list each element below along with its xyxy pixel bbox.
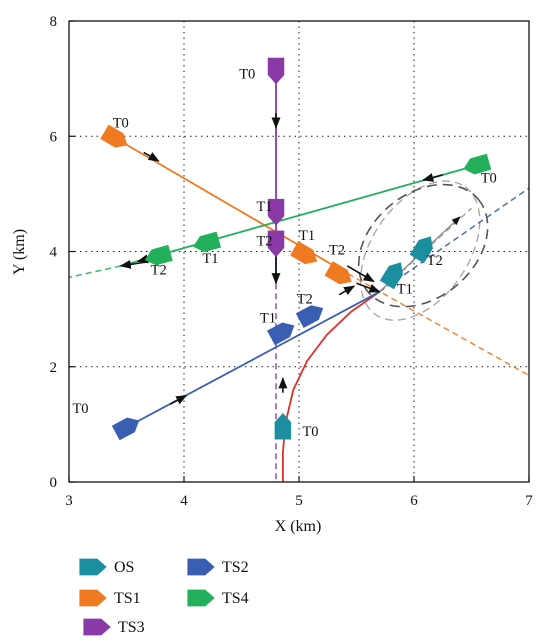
- ts3-marker-t2: [267, 230, 285, 258]
- legend-label-ts4: TS4: [222, 590, 249, 607]
- y-tick-label: 0: [50, 475, 58, 491]
- y-tick-label: 6: [50, 129, 58, 145]
- legend-label-ts2: TS2: [222, 559, 249, 576]
- ts1-marker-t1: [290, 241, 318, 265]
- ts3-marker-t1: [267, 198, 285, 226]
- legend-marker-ts4: [187, 589, 215, 607]
- ship-markers: [100, 57, 492, 441]
- legend-marker-os: [79, 558, 107, 576]
- y-tick-label: 8: [50, 14, 58, 30]
- legend-marker-ts3: [83, 618, 111, 636]
- ts4-projected-line: [68, 265, 121, 279]
- ts2-projected-line: [379, 187, 530, 293]
- tick-labels: 3 4 5 6 7 0 2 4 6 8: [50, 14, 534, 509]
- time-label-t2: T2: [297, 291, 313, 307]
- motion-arrow: [422, 173, 443, 182]
- time-label-t0: T0: [239, 67, 255, 83]
- y-axis-label: Y (km): [11, 229, 28, 275]
- ts1-marker-t2: [324, 261, 352, 285]
- os-marker-t0: [274, 412, 292, 440]
- time-annotations: T0 T0 T0 T0 T0 T1 T2 T1 T2 T1 T2 T1 T2 T1 T2: [72, 67, 496, 440]
- motion-arrow: [119, 259, 148, 269]
- motion-arrow: [338, 285, 356, 296]
- time-label-t2: T2: [256, 234, 272, 250]
- time-label-t0: T0: [113, 116, 129, 132]
- time-label-t0: T0: [302, 424, 318, 440]
- time-label-t1: T1: [397, 282, 413, 298]
- time-label-t1: T1: [256, 199, 272, 215]
- legend-marker-ts1: [79, 589, 107, 607]
- ts3-marker-t0: [267, 57, 285, 85]
- ts4-marker-t2: [144, 244, 173, 266]
- ts1-marker-t0: [100, 124, 128, 148]
- os-marker-t1: [379, 262, 403, 290]
- axes: [68, 20, 530, 483]
- x-tick-label: 3: [65, 493, 73, 509]
- legend-label-ts3: TS3: [118, 619, 145, 636]
- motion-arrow: [346, 265, 375, 283]
- ts2-marker-t2: [295, 305, 324, 328]
- time-label-t1: T1: [202, 251, 218, 267]
- x-tick-label: 6: [410, 493, 418, 509]
- x-tick-label: 4: [180, 493, 188, 509]
- legend: OS TS1 TS3 TS2 TS4: [79, 558, 249, 636]
- time-label-t1: T1: [299, 228, 315, 244]
- time-label-t2: T2: [151, 263, 167, 279]
- legend-label-ts1: TS1: [114, 590, 141, 607]
- motion-arrow: [356, 282, 381, 293]
- y-tick-label: 4: [50, 245, 58, 261]
- x-tick-label: 5: [295, 493, 303, 509]
- motion-arrow: [169, 394, 188, 405]
- legend-marker-ts2: [187, 558, 215, 576]
- time-label-t0: T0: [481, 170, 497, 186]
- legend-label-os: OS: [114, 559, 134, 576]
- time-label-t2: T2: [329, 242, 345, 258]
- x-tick-label: 7: [525, 493, 533, 509]
- x-axis-label: X (km): [275, 518, 322, 535]
- ts4-marker-t1: [193, 231, 222, 253]
- time-label-t1: T1: [260, 310, 276, 326]
- ts2-marker-t0: [111, 417, 140, 441]
- ts2-marker-t1: [267, 322, 295, 346]
- ts2-track-line: [126, 291, 380, 429]
- ts1-projected-line: [338, 268, 530, 377]
- ts4-track-line: [120, 164, 478, 267]
- collision-ellipse-inner: [357, 183, 489, 308]
- os-marker-t2: [409, 236, 433, 264]
- time-label-t0: T0: [72, 401, 88, 417]
- ts4-marker-t0: [463, 153, 492, 175]
- motion-arrow: [143, 151, 160, 162]
- os-track-line: [281, 291, 381, 482]
- y-tick-label: 2: [50, 360, 58, 376]
- time-label-t2: T2: [427, 253, 443, 269]
